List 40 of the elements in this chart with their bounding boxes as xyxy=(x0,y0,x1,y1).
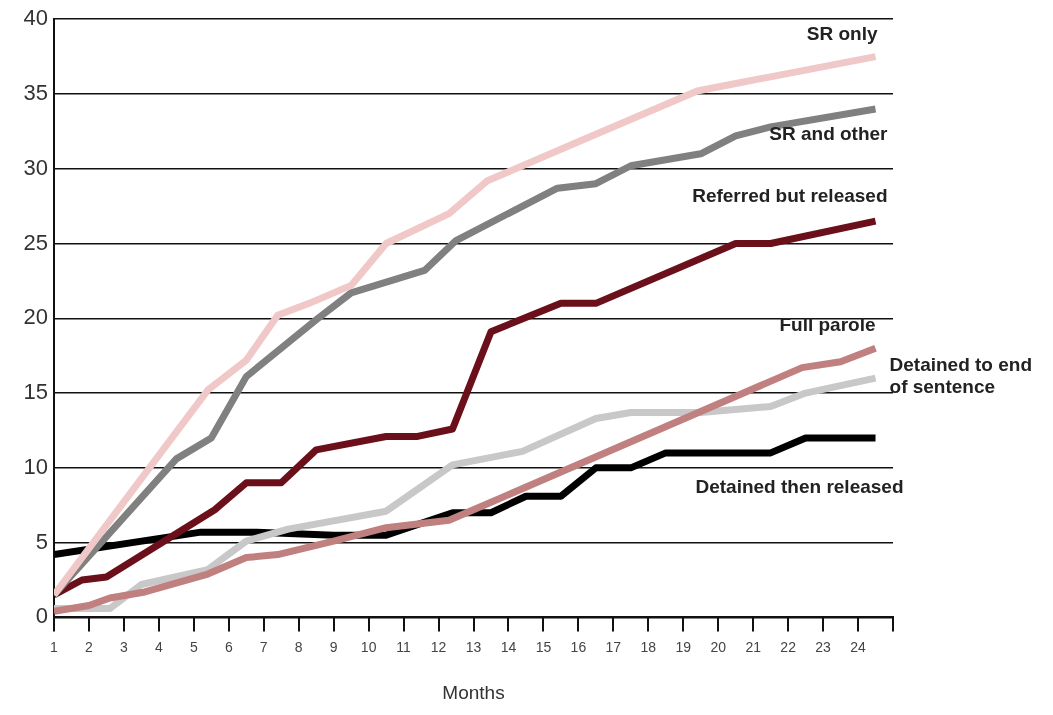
series-label: Detained then released xyxy=(695,476,904,498)
x-axis-title: Months xyxy=(442,681,505,703)
x-tick-label: 7 xyxy=(259,638,268,655)
y-tick-label: 5 xyxy=(35,528,48,554)
y-tick-label: 0 xyxy=(35,603,48,629)
y-tick-label: 15 xyxy=(23,379,48,405)
x-tick-label: 15 xyxy=(535,638,552,655)
x-tick-label: 3 xyxy=(120,638,129,655)
x-tick-label: 2 xyxy=(85,638,94,655)
x-tick-label: 17 xyxy=(605,638,622,655)
y-tick-label: 40 xyxy=(23,5,48,31)
x-tick-label: 13 xyxy=(465,638,482,655)
y-tick-label: 30 xyxy=(23,154,48,180)
x-tick-label: 20 xyxy=(710,638,727,655)
x-tick-label: 8 xyxy=(294,638,303,655)
y-tick-label: 10 xyxy=(23,453,48,479)
y-tick-label: 35 xyxy=(23,80,48,106)
x-tick-label: 16 xyxy=(570,638,587,655)
x-tick-label: 10 xyxy=(360,638,377,655)
x-tick-label: 21 xyxy=(745,638,762,655)
x-tick-label: 14 xyxy=(500,638,517,655)
y-tick-label: 25 xyxy=(23,229,48,255)
x-tick-label: 11 xyxy=(396,638,412,655)
x-tick-label: 9 xyxy=(329,638,338,655)
x-tick-label: 6 xyxy=(224,638,233,655)
x-tick-label: 12 xyxy=(430,638,447,655)
x-tick-label: 18 xyxy=(640,638,657,655)
x-tick-label: 4 xyxy=(154,638,163,655)
x-tick-label: 22 xyxy=(780,638,797,655)
series-label: SR only xyxy=(806,22,878,44)
x-tick-label: 23 xyxy=(815,638,832,655)
series-label: Referred but released xyxy=(692,185,888,207)
x-tick-label: 19 xyxy=(675,638,692,655)
series-label: Full parole xyxy=(779,314,876,336)
x-tick-label: 24 xyxy=(850,638,867,655)
x-tick-label: 1 xyxy=(50,638,59,655)
series-label: Detained to end of sentence xyxy=(889,354,1033,398)
series-label: SR and other xyxy=(769,123,889,145)
y-tick-label: 20 xyxy=(23,304,48,330)
x-tick-label: 5 xyxy=(189,638,198,655)
